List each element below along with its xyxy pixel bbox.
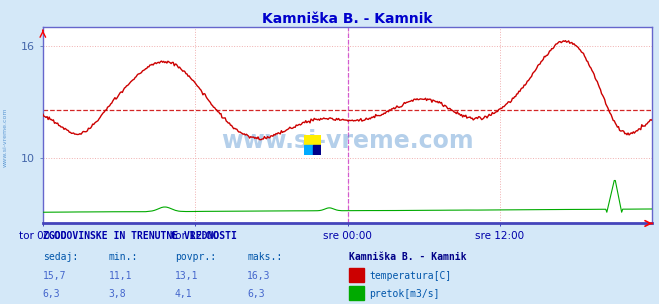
- Text: 6,3: 6,3: [247, 289, 265, 299]
- Title: Kamniška B. - Kamnik: Kamniška B. - Kamnik: [262, 12, 433, 26]
- Text: 4,1: 4,1: [175, 289, 192, 299]
- Text: 15,7: 15,7: [43, 271, 67, 281]
- Text: min.:: min.:: [109, 252, 138, 262]
- Text: temperatura[C]: temperatura[C]: [369, 271, 451, 281]
- FancyBboxPatch shape: [304, 145, 313, 155]
- Text: www.si-vreme.com: www.si-vreme.com: [221, 129, 474, 153]
- FancyBboxPatch shape: [304, 135, 321, 145]
- Text: www.si-vreme.com: www.si-vreme.com: [3, 107, 8, 167]
- Text: 11,1: 11,1: [109, 271, 132, 281]
- Text: 6,3: 6,3: [43, 289, 61, 299]
- Text: 3,8: 3,8: [109, 289, 127, 299]
- Text: sedaj:: sedaj:: [43, 252, 78, 262]
- Text: ZGODOVINSKE IN TRENUTNE VREDNOSTI: ZGODOVINSKE IN TRENUTNE VREDNOSTI: [43, 231, 237, 241]
- Text: 16,3: 16,3: [247, 271, 271, 281]
- Text: 13,1: 13,1: [175, 271, 198, 281]
- Text: pretok[m3/s]: pretok[m3/s]: [369, 289, 440, 299]
- FancyBboxPatch shape: [313, 145, 321, 155]
- Text: Kamniška B. - Kamnik: Kamniška B. - Kamnik: [349, 252, 467, 262]
- Text: maks.:: maks.:: [247, 252, 282, 262]
- Text: povpr.:: povpr.:: [175, 252, 215, 262]
